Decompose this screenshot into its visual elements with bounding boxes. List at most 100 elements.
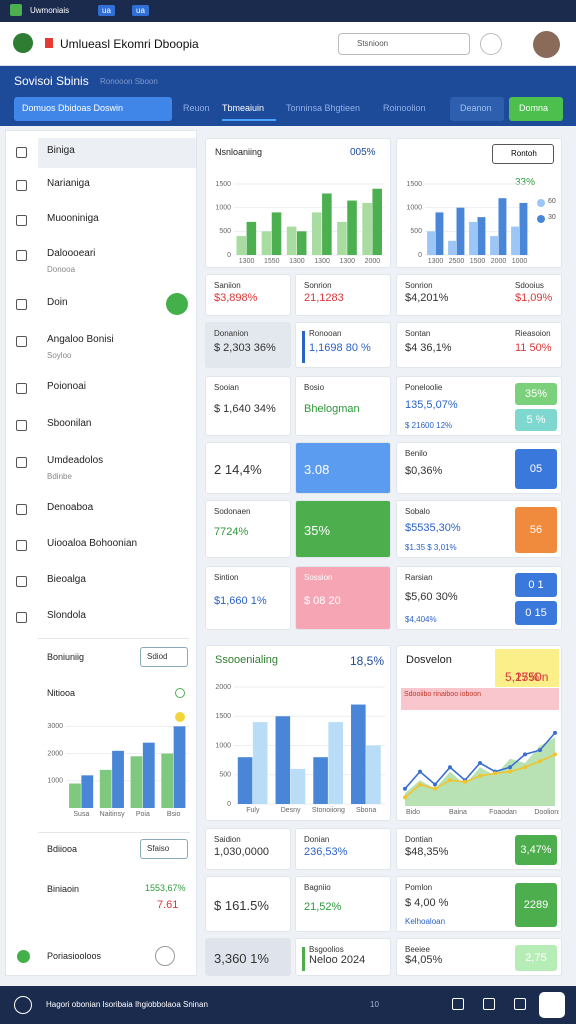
sidebar [5, 130, 197, 976]
card-title: Sintion [214, 573, 239, 582]
chart-value: 005% [350, 147, 376, 158]
bar [236, 236, 247, 255]
footer-button[interactable] [539, 992, 565, 1018]
select[interactable]: Rontoh [492, 144, 554, 164]
footer [0, 986, 576, 1024]
card: Pomlon $ 4,00 % Kelhoaloan 2289 [396, 876, 562, 932]
card: 3.08 [295, 442, 391, 494]
browser-tab[interactable]: ua [132, 5, 149, 16]
point [523, 765, 527, 770]
bar [271, 212, 282, 255]
menu-label: Narianiga [47, 178, 90, 189]
nav-tab[interactable]: Roinoolion [383, 103, 426, 113]
footer-icon[interactable] [483, 998, 495, 1010]
bar [511, 226, 519, 255]
card-value: 236,53% [304, 846, 348, 858]
nav-tab[interactable]: Tonninsa Bhgtieen [286, 103, 361, 113]
card-title: Sobalo [405, 507, 430, 516]
bar [456, 207, 465, 255]
card: Sobalo $5535,30% $1.35 $ 3,01% 56 [396, 500, 562, 558]
x-tick-label: Susa [73, 811, 89, 818]
point [463, 779, 467, 784]
search-box[interactable]: Stsnioon [338, 33, 470, 55]
menu-icon [16, 383, 27, 394]
point [448, 765, 452, 770]
legend-dot [175, 712, 185, 722]
action-button[interactable]: Domna [509, 97, 563, 121]
stat-value: 7.61 [157, 899, 179, 911]
card: 3,360 1% [205, 938, 291, 976]
card-value: $4,05% [405, 954, 443, 966]
x-tick-label: Poia [136, 811, 150, 818]
card: Sodonaen 7724% [205, 500, 291, 558]
card-value: 7724% [214, 526, 249, 538]
menu-item[interactable]: Biniga [38, 144, 188, 160]
bar [312, 212, 322, 255]
chart: Bido Baina Foaodan Doolions [403, 730, 559, 816]
badge: 0 1 [515, 573, 557, 597]
bar [161, 753, 174, 808]
action-button[interactable]: Deanon [450, 97, 504, 121]
menu-label[interactable]: Poriasiooloos [47, 951, 102, 961]
point [553, 752, 557, 757]
card-value: 1,030,0000 [214, 846, 270, 858]
legend-dot [537, 215, 545, 223]
menu-item[interactable]: Muooniniga [38, 212, 188, 228]
app-title: Umlueasl Ekomri Dboopia [60, 37, 199, 51]
browser-tab[interactable]: ua [98, 5, 115, 16]
search-placeholder: Stsnioon [357, 39, 389, 48]
card-value: 2 14,4% [214, 462, 262, 477]
footer-icon[interactable] [514, 998, 526, 1010]
menu-item[interactable]: Angaloo Bonisi [38, 333, 188, 349]
nav-tab[interactable]: Domuos Dbidoas Doswin [14, 97, 172, 121]
card: 35% [295, 500, 391, 558]
x-tick-label: Doolions [534, 809, 559, 816]
footer-icon[interactable] [14, 996, 32, 1014]
x-tick-label: Sbona [356, 807, 376, 814]
nav-tab[interactable]: Tbmeaiuin [222, 97, 276, 121]
menu-item[interactable]: Daloooeari [38, 247, 188, 263]
menu-item[interactable]: Narianiga [38, 177, 188, 193]
menu-item[interactable]: Bieoalga [38, 573, 188, 589]
select[interactable]: Sdiod [140, 647, 188, 667]
bar [366, 745, 381, 804]
icon-button[interactable] [155, 946, 175, 966]
browser-tab[interactable]: Uwmoniais [30, 6, 70, 15]
y-tick-label: 1000 [215, 205, 231, 212]
avatar[interactable] [533, 31, 560, 58]
y-tick-label: 1500 [406, 181, 422, 188]
menu-item[interactable]: Denoaboa [38, 501, 188, 517]
menu-item[interactable]: Poionoai [38, 380, 188, 396]
card: Beeiee $4,05% 2,75 [396, 938, 562, 976]
y-tick-label: 1000 [406, 205, 422, 212]
card: Sonrion $4,201% Sdooius $1,09% [396, 274, 562, 316]
bar [490, 236, 498, 255]
nav-tab[interactable]: Reuon [183, 103, 210, 113]
note: Sdooiibo rinaiboo ioboon [401, 688, 559, 710]
card-note: $ 21600 12% [405, 421, 453, 430]
card-title: Sonrion [405, 281, 433, 290]
point [433, 786, 437, 791]
chart-title: Nsnloaniing [215, 147, 263, 157]
menu-item[interactable]: Slondola [38, 609, 188, 625]
card: Poneloolie 135,5,07% $ 21600 12% 35% 5 % [396, 376, 562, 436]
footer-icon[interactable] [452, 998, 464, 1010]
bar [286, 226, 297, 255]
card-title: Bosio [304, 383, 325, 392]
stat-value: 1553,67% [145, 883, 186, 893]
x-tick-label: 2000 [365, 258, 381, 265]
menu-icon [16, 299, 27, 310]
card: Ronooan 1,1698 80 % [295, 322, 391, 368]
card: Benilo $0,36% 05 [396, 442, 562, 494]
menu-item[interactable]: Uiooaloa Bohoonian [38, 537, 188, 553]
menu-item[interactable]: Doin [38, 296, 188, 312]
bar [275, 716, 291, 804]
bar [435, 212, 444, 255]
menu-item[interactable]: Sboonilan [38, 417, 188, 433]
card-value: 3.08 [304, 462, 330, 477]
menu-label: Slondola [47, 610, 86, 621]
select[interactable]: Sfaiso [140, 839, 188, 859]
help-button[interactable] [480, 33, 502, 55]
y-tick-label: 1500 [215, 181, 231, 188]
menu-item[interactable]: Umdeadolos [38, 454, 188, 470]
